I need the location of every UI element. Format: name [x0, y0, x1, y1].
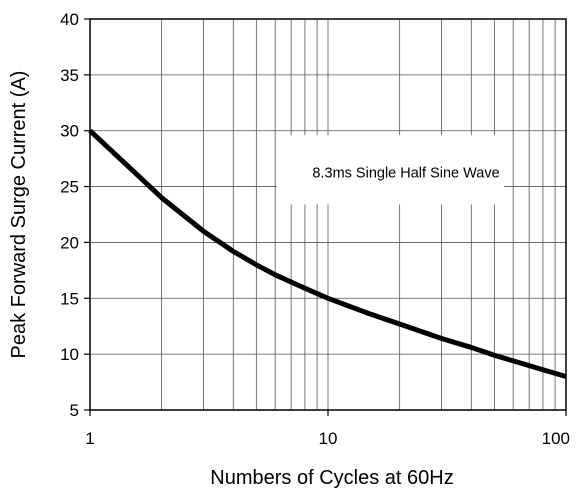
- grid: [89, 18, 567, 411]
- annotation-text: 8.3ms Single Half Sine Wave: [312, 166, 499, 182]
- series-line: [88, 128, 567, 379]
- annotation-background: [276, 135, 505, 205]
- y-tick-label: 35: [60, 66, 79, 85]
- y-axis-label: Peak Forward Surge Current (A): [8, 71, 30, 359]
- x-tick-label: 100: [542, 429, 570, 448]
- x-tick-label: 1: [85, 429, 94, 448]
- y-tick-label: 5: [70, 401, 79, 420]
- x-axis-label: Numbers of Cycles at 60Hz: [210, 467, 453, 489]
- x-axis-ticks: 1 10 100: [85, 410, 570, 448]
- series: [88, 128, 567, 379]
- annotation-box: 8.3ms Single Half Sine Wave: [276, 135, 505, 205]
- y-tick-label: 10: [60, 345, 79, 364]
- y-tick-label: 15: [60, 289, 79, 308]
- x-tick-label: 10: [319, 429, 338, 448]
- y-tick-label: 20: [60, 233, 79, 252]
- y-axis-ticks: 5 10 15 20 25 30 35 40: [60, 10, 90, 420]
- y-tick-label: 30: [60, 122, 79, 141]
- y-tick-label: 40: [60, 10, 79, 29]
- y-tick-label: 25: [60, 178, 79, 197]
